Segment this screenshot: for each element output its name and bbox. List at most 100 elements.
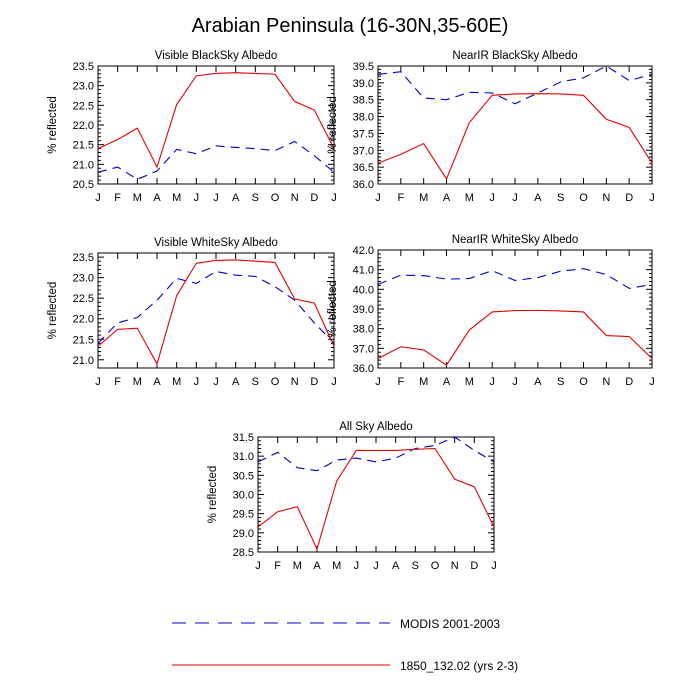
x-tick-label-all-sky: D [470,560,478,572]
y-tick-label-vis-black: 23.0 [73,81,94,93]
y-tick-label-vis-white: 23.0 [73,273,94,285]
x-tick-label-vis-black: O [271,192,280,204]
y-tick-label-nir-white: 36.0 [353,363,374,375]
y-tick-label-nir-white: 37.0 [353,343,374,355]
x-tick-label-nir-white: O [579,376,588,388]
x-tick-label-nir-white: A [534,376,542,388]
y-axis-label-vis-white: % reflected [47,282,59,340]
x-tick-label-all-sky: J [491,560,497,572]
y-tick-label-vis-black: 22.0 [73,120,94,132]
x-tick-label-all-sky: M [332,560,341,572]
x-tick-label-all-sky: A [392,560,400,572]
modis-series-vis-black [97,140,335,180]
y-tick-label-nir-white: 39.0 [353,304,374,316]
y-tick-label-nir-white: 38.0 [353,324,374,336]
y-tick-label-nir-white: 40.0 [353,284,374,296]
x-tick-label-nir-black: O [579,192,588,204]
x-tick-label-nir-white: J [489,376,495,388]
y-tick-label-nir-black: 38.5 [353,95,374,107]
y-tick-label-all-sky: 29.5 [233,509,254,521]
x-tick-label-nir-white: M [465,376,474,388]
y-tick-label-nir-black: 39.5 [353,61,374,73]
x-tick-label-vis-black: M [172,192,181,204]
panel-title-all-sky: All Sky Albedo [339,421,413,433]
y-tick-label-all-sky: 29.0 [233,528,254,540]
y-tick-label-vis-white: 21.0 [73,355,94,367]
y-tick-label-all-sky: 30.0 [233,490,254,502]
x-tick-label-nir-black: A [443,192,451,204]
y-axis-label-nir-black: % reflected [327,96,339,154]
y-tick-label-nir-black: 39.0 [353,78,374,90]
y-tick-label-all-sky: 30.5 [233,470,254,482]
x-tick-label-all-sky: J [373,560,379,572]
y-tick-label-nir-black: 38.0 [353,112,374,124]
x-tick-label-vis-black: F [114,192,121,204]
y-tick-label-nir-black: 36.0 [353,179,374,191]
y-axis-label-all-sky: % reflected [207,466,219,524]
x-tick-label-vis-black: J [331,192,337,204]
y-tick-label-all-sky: 31.0 [233,451,254,463]
x-tick-label-vis-white: N [291,376,299,388]
x-tick-label-vis-white: S [252,376,259,388]
y-tick-label-nir-white: 42.0 [353,245,374,257]
panel-title-nir-white: NearIR WhiteSky Albedo [452,234,579,246]
x-tick-label-all-sky: N [451,560,459,572]
x-tick-label-nir-white: J [375,376,381,388]
x-tick-label-vis-white: A [232,376,240,388]
y-tick-label-vis-white: 22.0 [73,314,94,326]
y-tick-label-vis-white: 22.5 [73,293,94,305]
x-tick-label-vis-white: J [95,376,101,388]
y-tick-label-vis-white: 23.5 [73,252,94,264]
modis-series-vis-white [97,270,335,344]
x-tick-label-nir-black: J [375,192,381,204]
x-tick-label-vis-white: F [114,376,121,388]
x-tick-label-nir-black: J [649,192,655,204]
x-tick-label-vis-black: S [252,192,259,204]
x-tick-label-vis-white: J [194,376,200,388]
x-tick-label-vis-black: M [133,192,142,204]
model-series-nir-white [377,309,653,366]
model-series-all-sky [257,447,495,551]
y-tick-label-vis-black: 21.0 [73,159,94,171]
x-tick-label-nir-white: M [419,376,428,388]
x-tick-label-vis-black: N [291,192,299,204]
x-tick-label-vis-white: A [153,376,161,388]
y-tick-label-vis-white: 21.5 [73,334,94,346]
plot-frame-nir-white [377,249,653,369]
x-tick-label-nir-black: N [602,192,610,204]
y-tick-label-nir-black: 36.5 [353,162,374,174]
modis-series-all-sky [257,436,495,472]
x-tick-label-vis-white: J [331,376,337,388]
x-tick-label-all-sky: J [255,560,261,572]
modis-series-nir-black [377,65,653,105]
x-tick-label-vis-black: J [194,192,200,204]
y-axis-label-nir-white: % reflected [327,280,339,338]
x-tick-label-vis-black: J [213,192,219,204]
panel-title-vis-black: Visible BlackSky Albedo [155,50,278,62]
legend-label-model: 1850_132.02 (yrs 2-3) [400,659,518,673]
x-tick-label-nir-black: J [512,192,518,204]
x-tick-label-all-sky: F [274,560,281,572]
legend-label-modis: MODIS 2001-2003 [400,617,500,631]
x-tick-label-vis-black: J [95,192,101,204]
plot-frame-all-sky [257,436,495,553]
x-tick-label-vis-black: A [232,192,240,204]
y-tick-label-all-sky: 28.5 [233,547,254,559]
model-series-nir-black [377,93,653,181]
plot-frame-vis-white [97,252,335,369]
model-series-vis-white [97,259,335,366]
x-tick-label-nir-black: J [489,192,495,204]
x-tick-label-nir-white: J [512,376,518,388]
x-tick-label-nir-white: D [625,376,633,388]
x-tick-label-all-sky: M [293,560,302,572]
x-tick-label-nir-black: A [534,192,542,204]
x-tick-label-vis-white: O [271,376,280,388]
y-tick-label-all-sky: 31.5 [233,432,254,444]
x-tick-label-all-sky: S [412,560,419,572]
figure-title: Arabian Peninsula (16-30N,35-60E) [192,15,509,37]
